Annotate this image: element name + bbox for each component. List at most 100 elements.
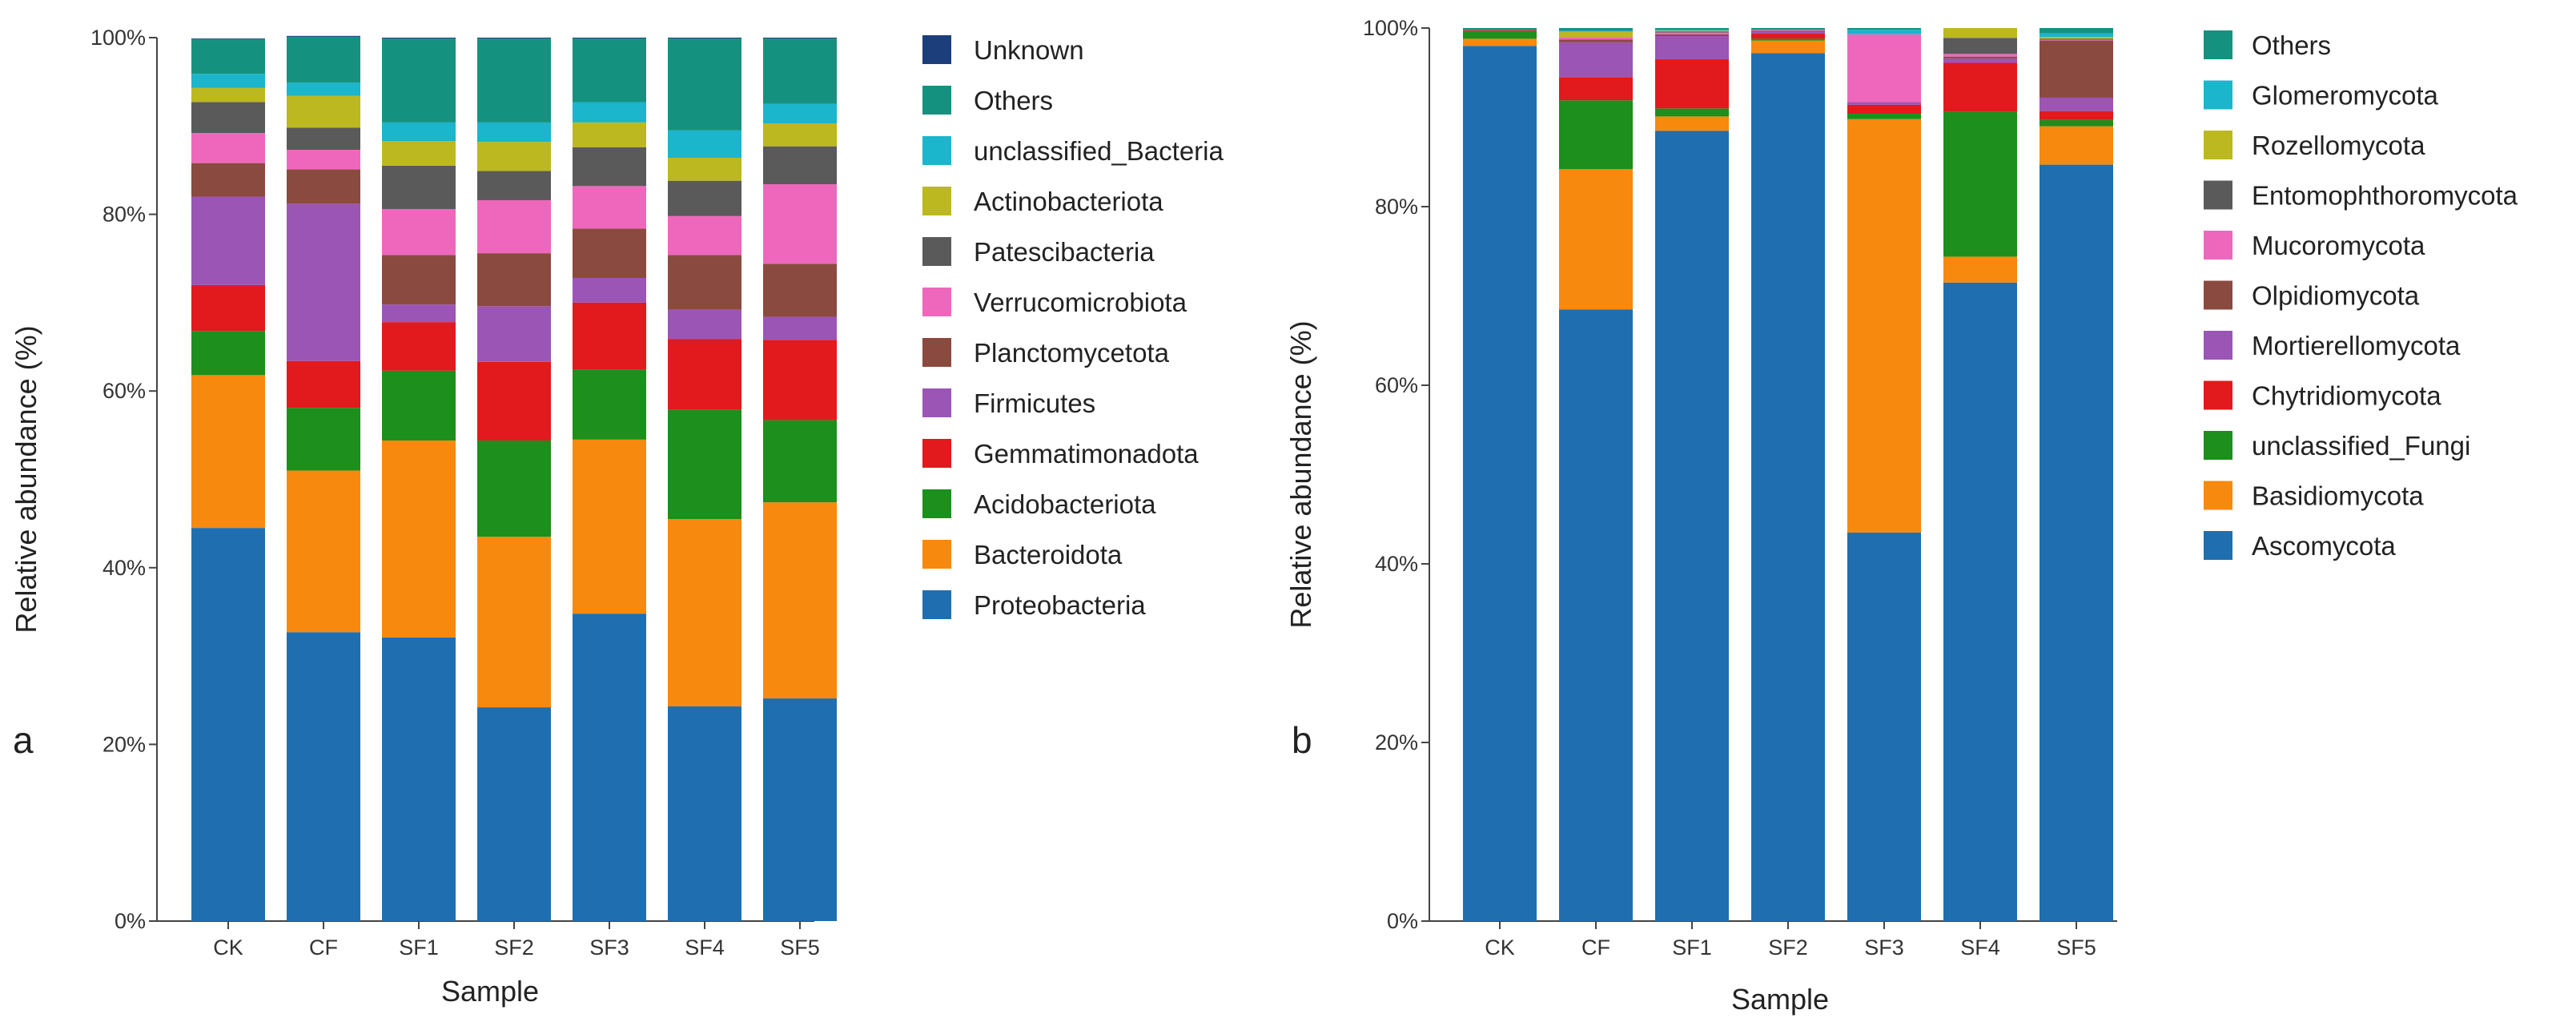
x-axis-title: Sample <box>1731 983 1829 1016</box>
bar-segment <box>1559 169 1633 310</box>
x-tick-label: CK <box>213 935 243 960</box>
bar-segment <box>382 322 456 371</box>
x-tick-label: SF3 <box>589 935 629 960</box>
bar-segment <box>191 74 265 88</box>
bar-segment <box>2040 37 2113 39</box>
legend-label: Entomophthoromycota <box>2252 181 2518 211</box>
legend-label: unclassified_Bacteria <box>974 136 1224 166</box>
bar-segment <box>1559 309 1633 922</box>
bar-segment <box>573 369 646 440</box>
legend-label: Proteobacteria <box>974 590 1146 620</box>
bar-segment <box>191 39 265 74</box>
legend-swatch <box>922 136 951 165</box>
y-tick-label: 40% <box>102 556 146 580</box>
bar-segment <box>1847 102 1921 105</box>
bar-segment <box>573 147 646 187</box>
bar-segment <box>1655 30 1729 32</box>
bar-segment <box>763 340 837 420</box>
bar-segment <box>573 302 646 370</box>
legend-label: Chytridiomycota <box>2252 381 2441 411</box>
bar-segment <box>477 440 551 537</box>
y-tick-label: 80% <box>102 203 146 227</box>
bar-segment <box>763 123 837 147</box>
bar-segment <box>1847 114 1921 119</box>
y-tick-label: 80% <box>1375 195 1418 219</box>
bar-segment <box>668 215 741 255</box>
y-tick-label: 0% <box>1387 909 1418 933</box>
bar-segment <box>1655 31 1729 33</box>
bar-segment <box>2040 40 2113 98</box>
bar-segment <box>382 255 456 305</box>
bar-segment <box>287 127 360 151</box>
bar-segment <box>382 165 456 209</box>
bar-segment <box>1463 38 1537 46</box>
bar-segment <box>1655 131 1729 922</box>
x-tick-label: SF3 <box>1864 935 1904 960</box>
bar-segment <box>1655 34 1729 37</box>
bar-segment <box>2040 39 2113 41</box>
legend-swatch <box>2204 531 2232 560</box>
x-tick-label: SF4 <box>1960 935 2000 960</box>
legend-swatch <box>922 86 951 115</box>
legend-swatch <box>922 590 951 619</box>
legend-label: Firmicutes <box>974 388 1095 418</box>
legend-label: Mortierellomycota <box>2252 331 2461 360</box>
legend-label: Bacteroidota <box>974 540 1123 569</box>
legend-label: Rozellomycota <box>2252 131 2425 160</box>
legend-swatch <box>2204 30 2232 59</box>
bar-segment <box>382 370 456 441</box>
bar-segment <box>382 122 456 142</box>
bar-segment <box>668 706 741 921</box>
x-tick-label: CK <box>1485 935 1515 960</box>
y-tick-label: 40% <box>1375 552 1418 576</box>
panel-label: b <box>1292 719 1312 761</box>
bar-segment <box>287 408 360 471</box>
bar-segment <box>477 361 551 441</box>
bar-segment <box>1847 30 1921 34</box>
x-axis-title: Sample <box>441 975 539 1008</box>
x-tick-label: SF2 <box>1768 935 1808 960</box>
bar-segment <box>763 502 837 699</box>
legend-swatch <box>2204 481 2232 510</box>
legend-label: Planctomycetota <box>974 338 1170 368</box>
legend-label: Gemmatimonadota <box>974 439 1199 469</box>
bar-segment <box>1655 108 1729 117</box>
bar-segment <box>191 102 265 134</box>
legend-swatch <box>2204 80 2232 110</box>
bar-segment <box>1847 34 1921 103</box>
bar-segment <box>1463 28 1537 30</box>
bar-segment <box>1847 104 1921 115</box>
bar-segment <box>191 163 265 197</box>
y-axis-title: Relative abundance (%) <box>1284 320 1317 628</box>
legend-label: Glomeromycota <box>2252 81 2439 111</box>
bar-segment <box>1751 33 1825 39</box>
bar-segment <box>1655 116 1729 131</box>
bar-segment <box>477 122 551 143</box>
legend-label: Basidiomycota <box>2252 481 2424 511</box>
bar-segment <box>1559 42 1633 78</box>
bar-segment <box>477 199 551 254</box>
bar-segment <box>477 306 551 362</box>
bar-segment <box>191 133 265 163</box>
bar-segment <box>1847 28 1921 30</box>
legend-swatch <box>922 35 951 64</box>
bar-segment <box>1943 28 2017 38</box>
bar-segment <box>1463 46 1537 921</box>
bar-segment <box>763 698 837 921</box>
bar-segment <box>668 158 741 181</box>
bar-segment <box>287 35 360 37</box>
bar-segment <box>191 196 265 285</box>
legend-label: Olpidiomycota <box>2252 281 2420 311</box>
bar-segment <box>382 637 456 921</box>
bar-segment <box>573 228 646 279</box>
bar-segment <box>191 331 265 376</box>
bar-segment <box>763 316 837 340</box>
x-tick-label: SF5 <box>780 935 820 960</box>
bar-segment <box>477 171 551 200</box>
bar-segment <box>477 253 551 307</box>
bar-segment <box>477 707 551 921</box>
bar-segment <box>763 38 837 104</box>
bar-segment <box>573 122 646 147</box>
y-tick-label: 60% <box>1375 373 1418 397</box>
bar-segment <box>668 309 741 340</box>
